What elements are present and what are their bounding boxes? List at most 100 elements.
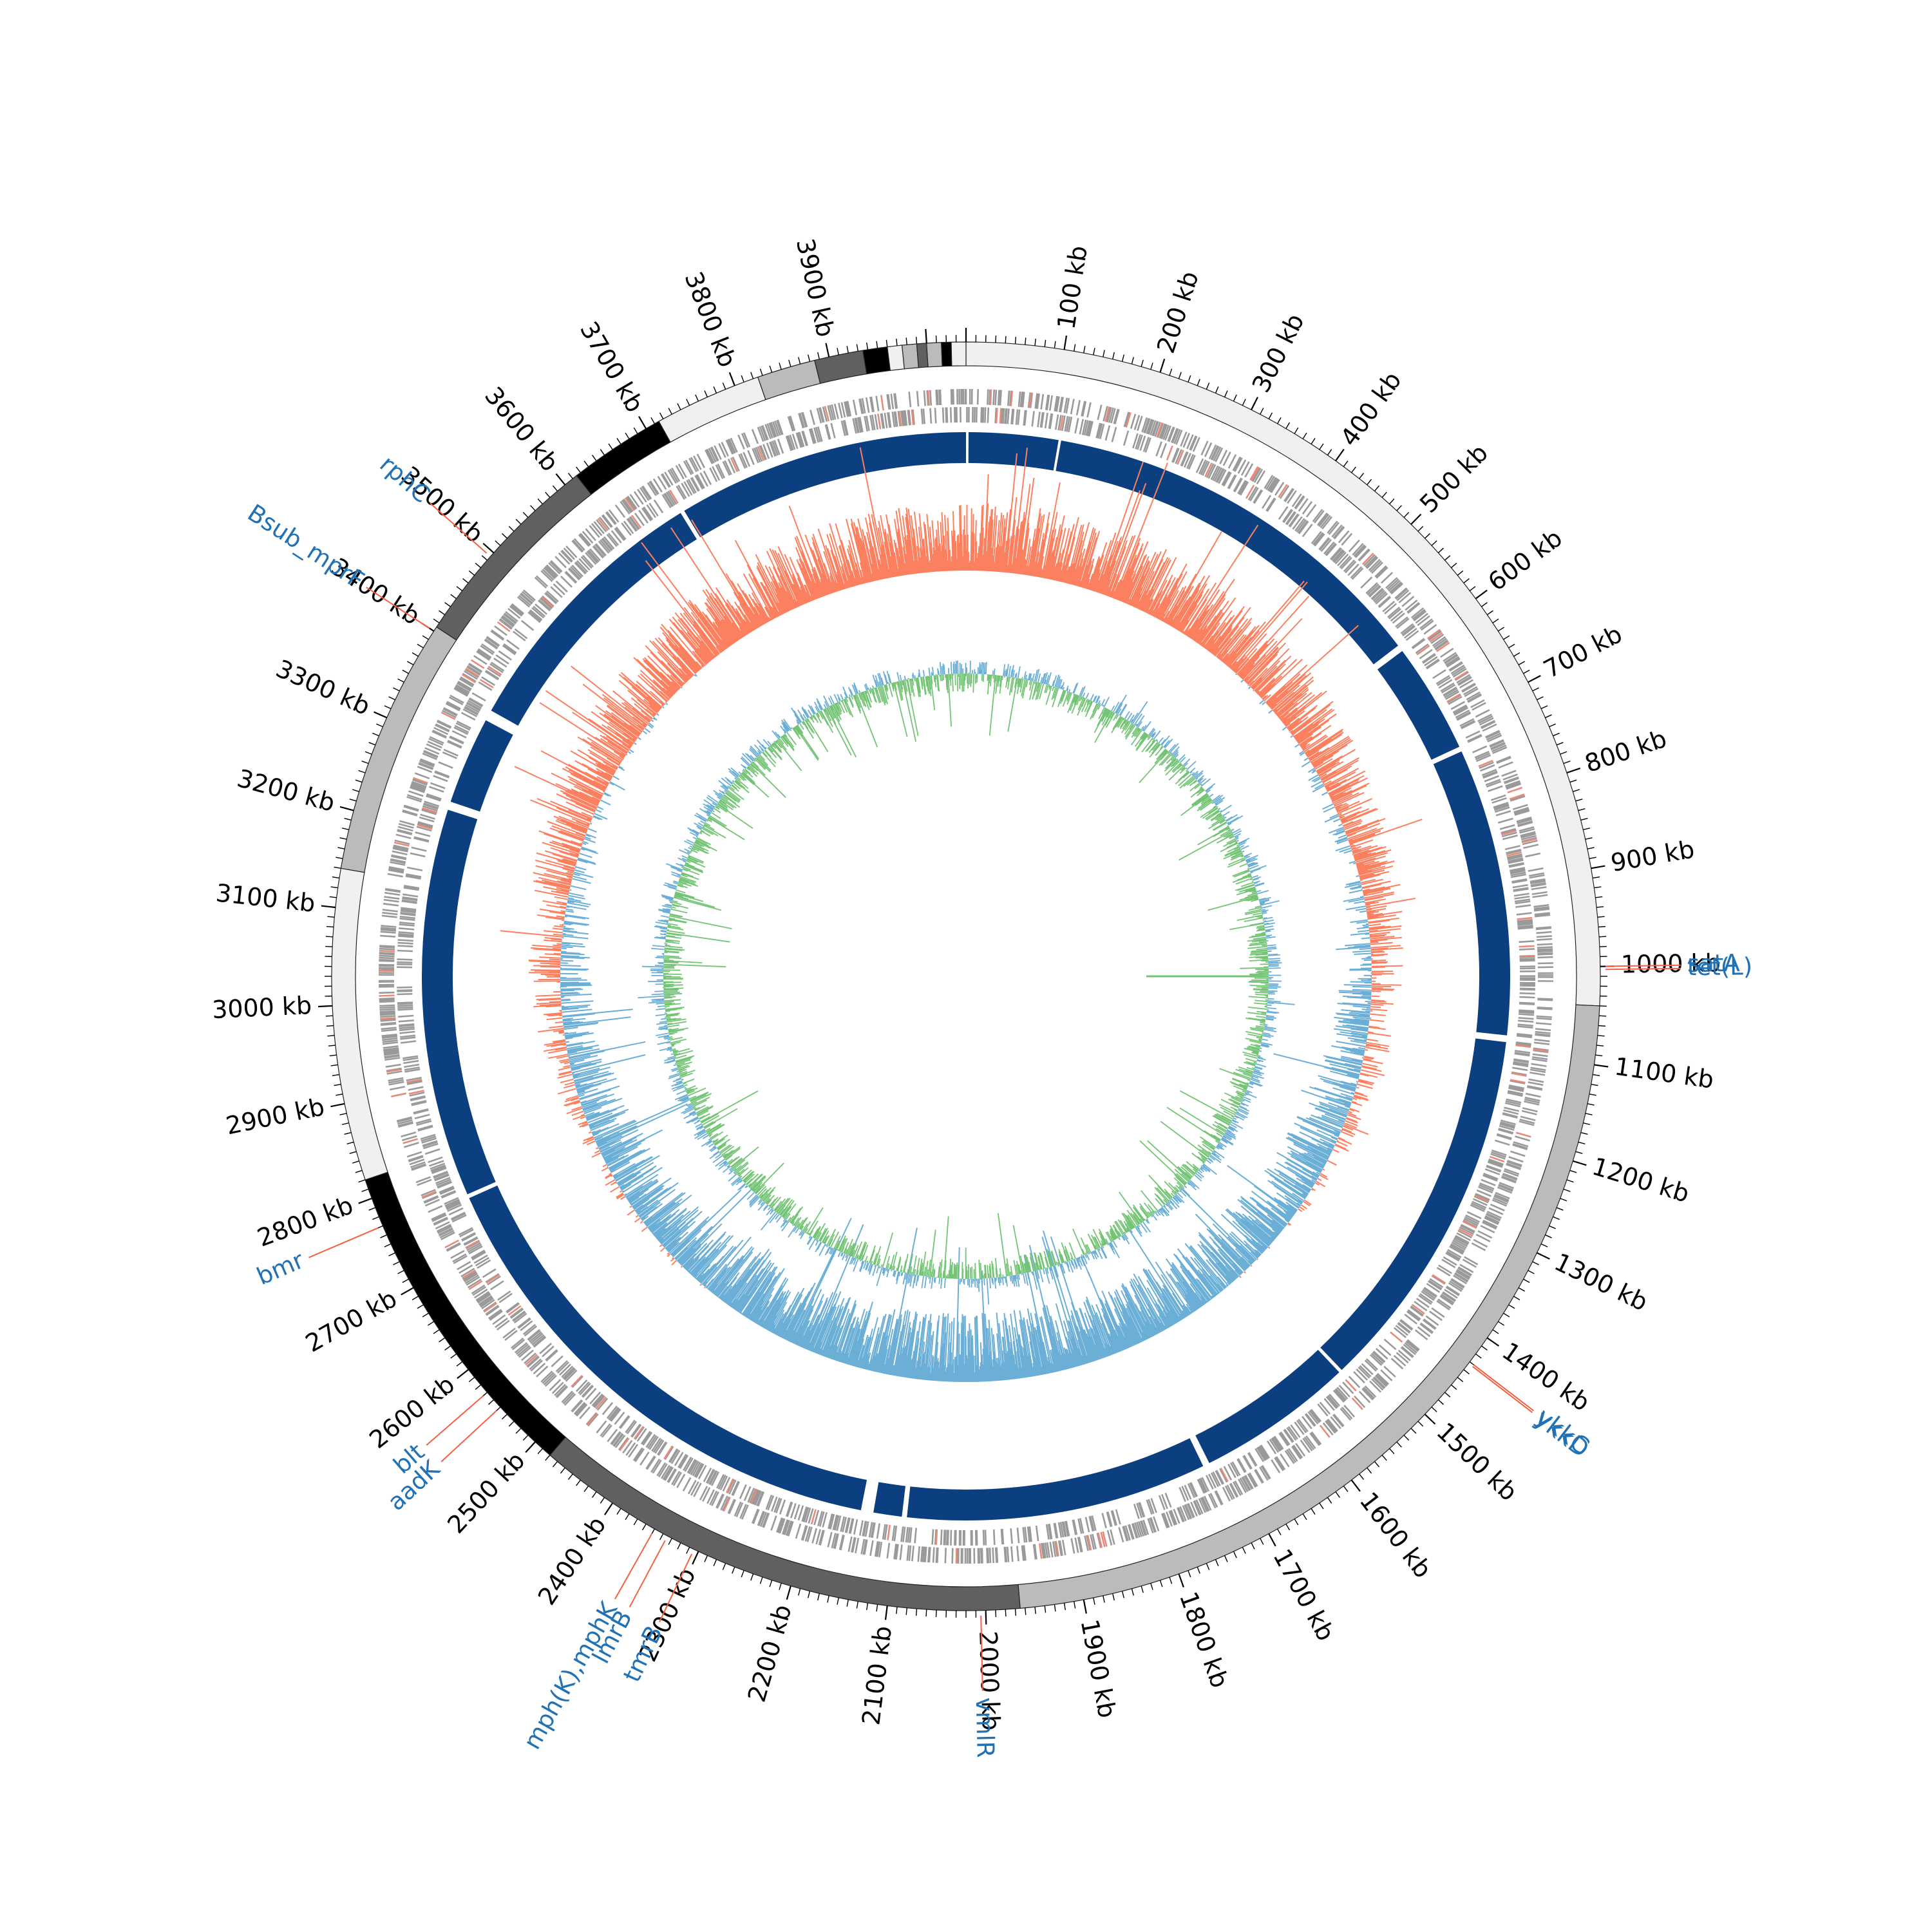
minor-tick	[915, 1608, 918, 1616]
scale-label: 3000 kb	[211, 991, 312, 1024]
minor-tick	[339, 1113, 347, 1115]
minor-tick	[741, 1570, 744, 1578]
minor-tick	[668, 408, 672, 415]
scale-label: 700 kb	[1539, 620, 1627, 684]
minor-tick	[704, 390, 708, 397]
scale-label: 600 kb	[1483, 524, 1567, 596]
minor-tick	[326, 1025, 334, 1027]
minor-tick	[515, 1428, 522, 1434]
minor-tick	[522, 512, 529, 518]
minor-tick	[1523, 1278, 1530, 1283]
minor-tick	[1444, 1392, 1451, 1397]
minor-tick	[1481, 1345, 1488, 1350]
minor-tick	[1410, 1428, 1417, 1434]
minor-tick	[915, 336, 918, 345]
minor-tick	[1074, 1601, 1076, 1609]
minor-tick	[1569, 1170, 1577, 1173]
major-tick	[555, 473, 566, 486]
minor-tick	[846, 1599, 849, 1607]
alignment-block	[684, 432, 966, 538]
minor-tick	[1083, 346, 1086, 354]
minor-tick	[1599, 936, 1607, 938]
contig-segment	[941, 341, 952, 367]
minor-tick	[1566, 1179, 1574, 1183]
minor-tick	[388, 696, 395, 701]
minor-tick	[1595, 896, 1603, 898]
minor-tick	[1486, 610, 1493, 616]
minor-tick	[417, 643, 424, 649]
minor-tick	[567, 473, 573, 479]
minor-tick	[339, 837, 347, 840]
scale-label: 1100 kb	[1613, 1052, 1716, 1094]
minor-tick	[1591, 1084, 1598, 1086]
contig-segment	[887, 345, 905, 371]
minor-tick	[769, 1580, 773, 1587]
minor-tick	[788, 359, 791, 367]
gene-label-leader	[659, 1553, 693, 1623]
minor-tick	[1497, 1321, 1504, 1326]
major-tick	[786, 1586, 791, 1600]
minor-tick	[1215, 1559, 1219, 1566]
scale-label: 2700 kb	[301, 1284, 402, 1358]
gc-skew-track	[638, 660, 1295, 1305]
minor-tick	[625, 1513, 630, 1520]
minor-tick	[1351, 466, 1356, 473]
minor-tick	[344, 818, 352, 821]
minor-tick	[1585, 837, 1593, 840]
minor-tick	[1583, 1122, 1591, 1125]
minor-tick	[1311, 438, 1316, 445]
minor-tick	[1587, 1103, 1595, 1106]
scale-label: 1800 kb	[1174, 1588, 1234, 1692]
minor-tick	[1556, 1207, 1564, 1211]
minor-tick	[1589, 1094, 1596, 1096]
minor-tick	[336, 857, 343, 859]
minor-tick	[1540, 705, 1548, 710]
major-tick	[1063, 335, 1068, 350]
minor-tick	[355, 1170, 363, 1173]
minor-tick	[372, 1216, 379, 1220]
minor-tick	[616, 1508, 621, 1515]
minor-tick	[1523, 669, 1530, 674]
minor-tick	[1492, 1329, 1499, 1334]
minor-tick	[1475, 1353, 1482, 1359]
minor-tick	[1150, 1583, 1153, 1591]
minor-tick	[1532, 1261, 1539, 1265]
minor-tick	[560, 1467, 565, 1474]
alignment-block	[491, 513, 697, 726]
minor-tick	[1553, 732, 1560, 737]
minor-tick	[1537, 696, 1544, 701]
scale-label: 3900 kb	[791, 236, 840, 339]
gene-label: vmlR	[971, 1697, 999, 1758]
scale-label: 1500 kb	[1431, 1417, 1522, 1506]
minor-tick	[1417, 1421, 1424, 1427]
minor-tick	[334, 866, 341, 869]
gene-label: tet(L)	[1687, 952, 1753, 981]
minor-tick	[1481, 602, 1488, 607]
minor-tick	[625, 432, 630, 439]
major-tick	[1335, 449, 1345, 462]
major-tick	[1475, 589, 1488, 600]
minor-tick	[552, 1461, 558, 1468]
minor-tick	[583, 1486, 589, 1492]
minor-tick	[1437, 1399, 1444, 1405]
minor-tick	[1268, 412, 1273, 419]
minor-tick	[358, 770, 366, 773]
minor-tick	[530, 505, 536, 511]
minor-tick	[352, 1160, 359, 1164]
minor-tick	[393, 687, 400, 692]
minor-tick	[1575, 1151, 1583, 1154]
minor-tick	[1374, 485, 1380, 491]
minor-tick	[1005, 1609, 1007, 1617]
minor-tick	[759, 1577, 763, 1584]
minor-tick	[1513, 652, 1520, 657]
minor-tick	[722, 1563, 726, 1570]
minor-tick	[417, 1304, 424, 1309]
scale-label: 3300 kb	[272, 654, 374, 721]
minor-tick	[1103, 1595, 1105, 1603]
gene-label: bmr	[252, 1246, 308, 1291]
minor-tick	[1093, 348, 1095, 355]
gene-label-leader	[1473, 1364, 1535, 1412]
minor-tick	[1451, 562, 1457, 569]
scale-label: 2100 kb	[857, 1624, 897, 1727]
minor-tick	[1335, 1492, 1340, 1498]
